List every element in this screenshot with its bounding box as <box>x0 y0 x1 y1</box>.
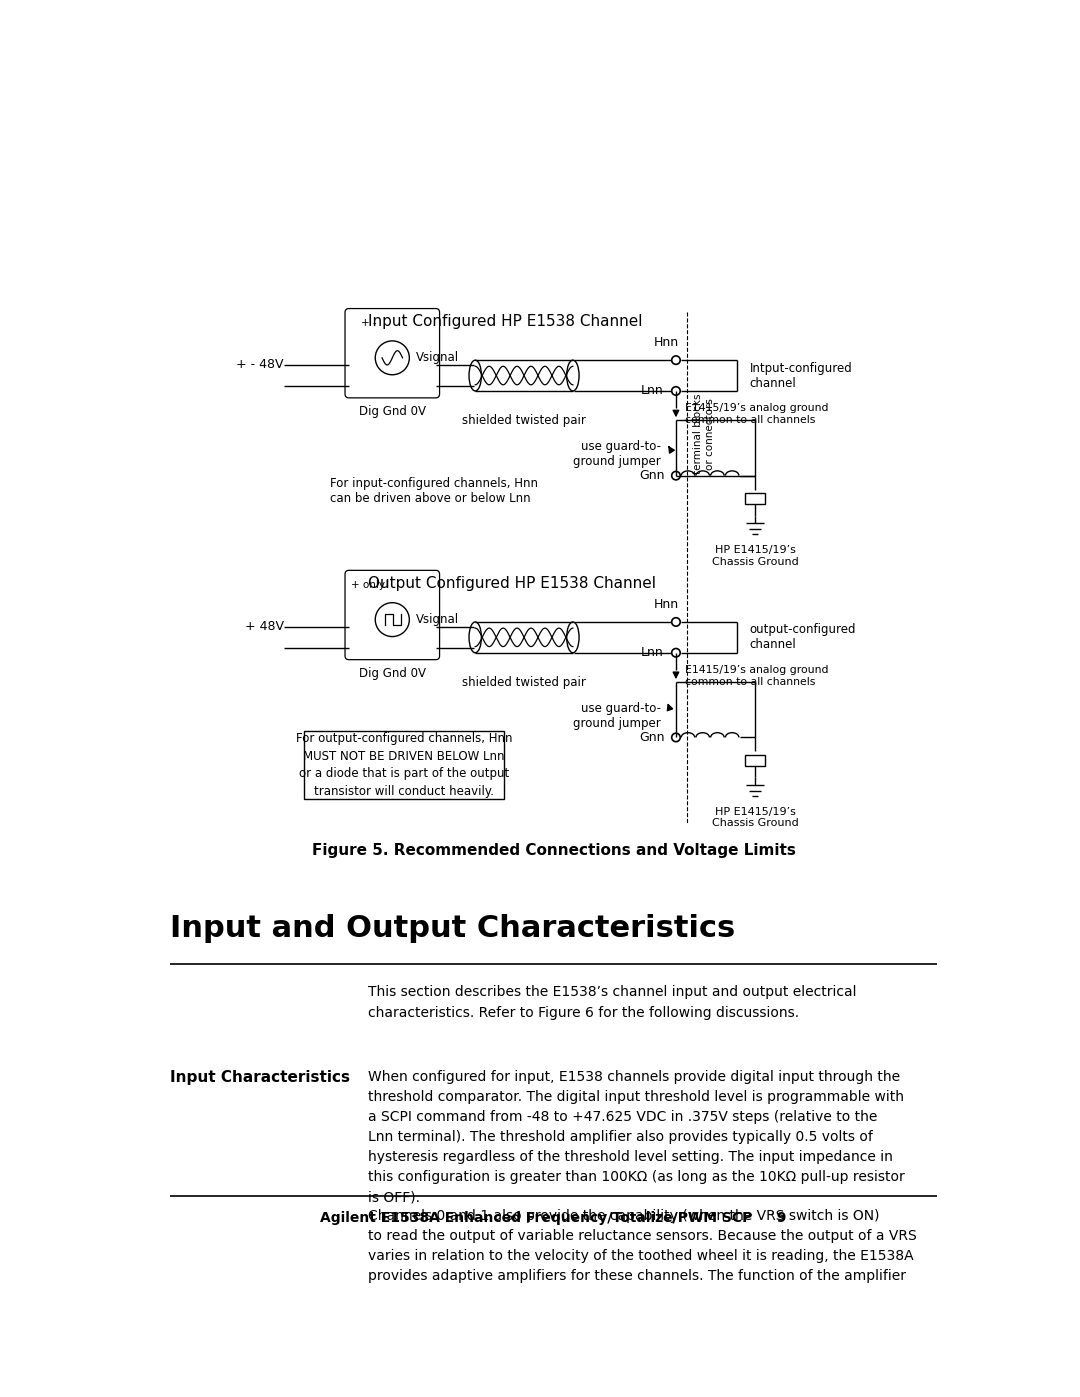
Text: Gnn: Gnn <box>639 469 665 482</box>
Text: This section describes the E1538’s channel input and output electrical
character: This section describes the E1538’s chann… <box>367 985 856 1020</box>
Text: Output Configured HP E1538 Channel: Output Configured HP E1538 Channel <box>367 576 656 591</box>
Circle shape <box>672 387 680 395</box>
Text: Hnn: Hnn <box>654 598 679 610</box>
Text: Lnn: Lnn <box>640 647 663 659</box>
Text: Vsignal: Vsignal <box>416 613 459 626</box>
Circle shape <box>672 648 680 657</box>
FancyBboxPatch shape <box>345 309 440 398</box>
Text: + only!: + only! <box>351 580 390 590</box>
Text: When configured for input, E1538 channels provide digital input through the
thre: When configured for input, E1538 channel… <box>367 1070 904 1204</box>
Ellipse shape <box>469 360 482 391</box>
Text: HP E1415/19’s
Chassis Ground: HP E1415/19’s Chassis Ground <box>712 806 798 828</box>
FancyBboxPatch shape <box>303 731 504 799</box>
Text: + - 48V: + - 48V <box>237 358 284 372</box>
FancyBboxPatch shape <box>345 570 440 659</box>
Text: Hnn: Hnn <box>654 337 679 349</box>
Ellipse shape <box>567 360 579 391</box>
Text: Input and Output Characteristics: Input and Output Characteristics <box>170 914 735 943</box>
Bar <box>475 622 572 652</box>
Text: Intput-configured
channel: Intput-configured channel <box>750 362 852 390</box>
Text: shielded twisted pair: shielded twisted pair <box>462 676 586 689</box>
Text: + 48V: + 48V <box>245 620 284 633</box>
Text: Input Characteristics: Input Characteristics <box>170 1070 350 1085</box>
Bar <box>475 360 572 391</box>
Ellipse shape <box>567 622 579 652</box>
Text: Gnn: Gnn <box>639 731 665 745</box>
Text: E1415/19’s analog ground
common to all channels: E1415/19’s analog ground common to all c… <box>685 404 828 425</box>
Text: E1415/19’s analog ground
common to all channels: E1415/19’s analog ground common to all c… <box>685 665 828 687</box>
Circle shape <box>672 733 680 742</box>
Circle shape <box>375 341 409 374</box>
Text: Dig Gnd 0V: Dig Gnd 0V <box>359 405 426 418</box>
Text: Agilent E1538A Enhanced Frequency/Totalize/PWM SCP     9: Agilent E1538A Enhanced Frequency/Totali… <box>321 1211 786 1225</box>
Text: output-configured
channel: output-configured channel <box>750 623 856 651</box>
Text: HP E1415/19’s
Chassis Ground: HP E1415/19’s Chassis Ground <box>712 545 798 567</box>
Text: shielded twisted pair: shielded twisted pair <box>462 414 586 427</box>
Text: Figure 5. Recommended Connections and Voltage Limits: Figure 5. Recommended Connections and Vo… <box>311 844 796 858</box>
Text: Dig Gnd 0V: Dig Gnd 0V <box>359 666 426 679</box>
Ellipse shape <box>469 622 482 652</box>
Text: For output-configured channels, Hnn
MUST NOT BE DRIVEN BELOW Lnn
or a diode that: For output-configured channels, Hnn MUST… <box>296 732 512 798</box>
Text: Vsignal: Vsignal <box>416 351 459 365</box>
Bar <box>745 493 765 504</box>
Text: Lnn: Lnn <box>640 384 663 397</box>
Circle shape <box>672 471 680 481</box>
Bar <box>745 756 765 766</box>
Text: use guard-to-
ground jumper: use guard-to- ground jumper <box>573 440 661 468</box>
Text: + -: + - <box>361 319 377 328</box>
Text: Channels 0 and 1 also provide the capability (when the VRS switch is ON)
to read: Channels 0 and 1 also provide the capabi… <box>367 1208 916 1282</box>
Circle shape <box>672 356 680 365</box>
Circle shape <box>672 617 680 626</box>
Circle shape <box>375 602 409 637</box>
Text: For input-configured channels, Hnn
can be driven above or below Lnn: For input-configured channels, Hnn can b… <box>330 478 538 506</box>
Text: terminal blocks
or connectors: terminal blocks or connectors <box>693 394 715 475</box>
Text: Input Configured HP E1538 Channel: Input Configured HP E1538 Channel <box>367 314 642 330</box>
Text: use guard-to-
ground jumper: use guard-to- ground jumper <box>573 701 661 729</box>
